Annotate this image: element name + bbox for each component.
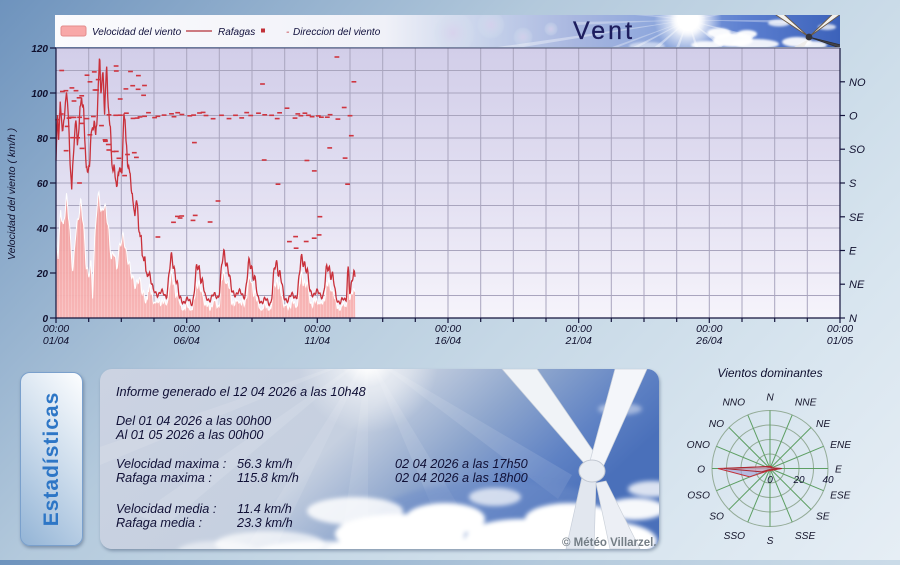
svg-text:-: - — [286, 27, 290, 38]
svg-text:0: 0 — [767, 475, 773, 486]
svg-text:80: 80 — [37, 134, 49, 145]
svg-text:SSE: SSE — [795, 531, 816, 542]
svg-text:Vent: Vent — [573, 17, 635, 45]
svg-text:11/04: 11/04 — [305, 335, 331, 347]
svg-text:11.4 km/h: 11.4 km/h — [237, 502, 292, 516]
svg-text:N: N — [849, 313, 857, 325]
svg-text:ESE: ESE — [830, 490, 851, 501]
svg-text:01/05: 01/05 — [827, 335, 853, 347]
svg-text:NNE: NNE — [795, 397, 817, 408]
svg-text:20: 20 — [36, 269, 49, 280]
svg-text:NO: NO — [849, 77, 866, 89]
svg-text:SSO: SSO — [724, 531, 746, 542]
svg-text:02 04 2026 a las 17h50: 02 04 2026 a las 17h50 — [395, 457, 528, 471]
svg-text:© Météo Villarzel.: © Météo Villarzel. — [562, 537, 657, 549]
svg-text:O: O — [849, 111, 858, 123]
svg-text:SO: SO — [849, 144, 865, 156]
svg-text:115.8 km/h: 115.8 km/h — [237, 471, 299, 485]
svg-text:NNO: NNO — [722, 397, 745, 408]
svg-text:26/04: 26/04 — [695, 335, 722, 347]
svg-text:NE: NE — [816, 419, 830, 430]
svg-text:Velocidad media :: Velocidad media : — [116, 502, 217, 516]
svg-text:06/04: 06/04 — [174, 335, 200, 347]
svg-text:Rafagas: Rafagas — [218, 27, 255, 38]
svg-text:00:00: 00:00 — [435, 323, 461, 335]
svg-text:0: 0 — [42, 314, 48, 325]
svg-text:N: N — [766, 393, 774, 404]
svg-text:00:00: 00:00 — [304, 323, 330, 335]
svg-text:120: 120 — [31, 44, 48, 55]
svg-text:S: S — [767, 536, 774, 547]
svg-text:40: 40 — [36, 224, 49, 235]
svg-text:60: 60 — [37, 179, 49, 190]
svg-text:OSO: OSO — [687, 490, 710, 501]
svg-text:SO: SO — [709, 512, 724, 523]
svg-text:00:00: 00:00 — [43, 323, 69, 335]
svg-text:Rafaga media :: Rafaga media : — [116, 516, 203, 530]
svg-text:SE: SE — [849, 212, 864, 224]
svg-text:Informe generado el 12 04 2026: Informe generado el 12 04 2026 a las 10h… — [116, 385, 366, 399]
svg-text:01/04: 01/04 — [43, 335, 69, 347]
svg-text:E: E — [835, 465, 842, 476]
svg-text:00:00: 00:00 — [174, 323, 200, 335]
svg-text:ENE: ENE — [830, 440, 851, 451]
svg-text:56.3 km/h: 56.3 km/h — [237, 457, 293, 471]
svg-text:S: S — [849, 178, 857, 190]
svg-text:23.3 km/h: 23.3 km/h — [236, 516, 293, 530]
svg-text:100: 100 — [31, 89, 48, 100]
svg-text:Velocidad del viento ( km/h ): Velocidad del viento ( km/h ) — [6, 128, 18, 260]
svg-text:16/04: 16/04 — [435, 335, 461, 347]
svg-text:Al 01 05 2026 a las 00h00: Al 01 05 2026 a las 00h00 — [115, 428, 263, 442]
svg-text:00:00: 00:00 — [827, 323, 853, 335]
svg-text:02 04 2026 a las 18h00: 02 04 2026 a las 18h00 — [395, 471, 528, 485]
svg-text:40: 40 — [822, 475, 834, 486]
svg-text:20: 20 — [792, 475, 805, 486]
svg-text:Velocidad maxima :: Velocidad maxima : — [116, 457, 227, 471]
svg-text:NO: NO — [709, 419, 724, 430]
svg-text:Rafaga maxima :: Rafaga maxima : — [116, 471, 212, 485]
svg-text:00:00: 00:00 — [696, 323, 722, 335]
svg-text:00:00: 00:00 — [566, 323, 592, 335]
svg-text:Velocidad del viento: Velocidad del viento — [92, 27, 182, 38]
svg-text:NE: NE — [849, 279, 865, 291]
svg-text:SE: SE — [816, 512, 830, 523]
svg-text:21/04: 21/04 — [565, 335, 592, 347]
svg-text:E: E — [849, 246, 857, 258]
svg-text:O: O — [697, 465, 705, 476]
svg-text:Del 01 04 2026 a las 00h00: Del 01 04 2026 a las 00h00 — [116, 414, 271, 428]
svg-text:Direccion del viento: Direccion del viento — [293, 27, 381, 38]
svg-text:ONO: ONO — [687, 440, 710, 451]
